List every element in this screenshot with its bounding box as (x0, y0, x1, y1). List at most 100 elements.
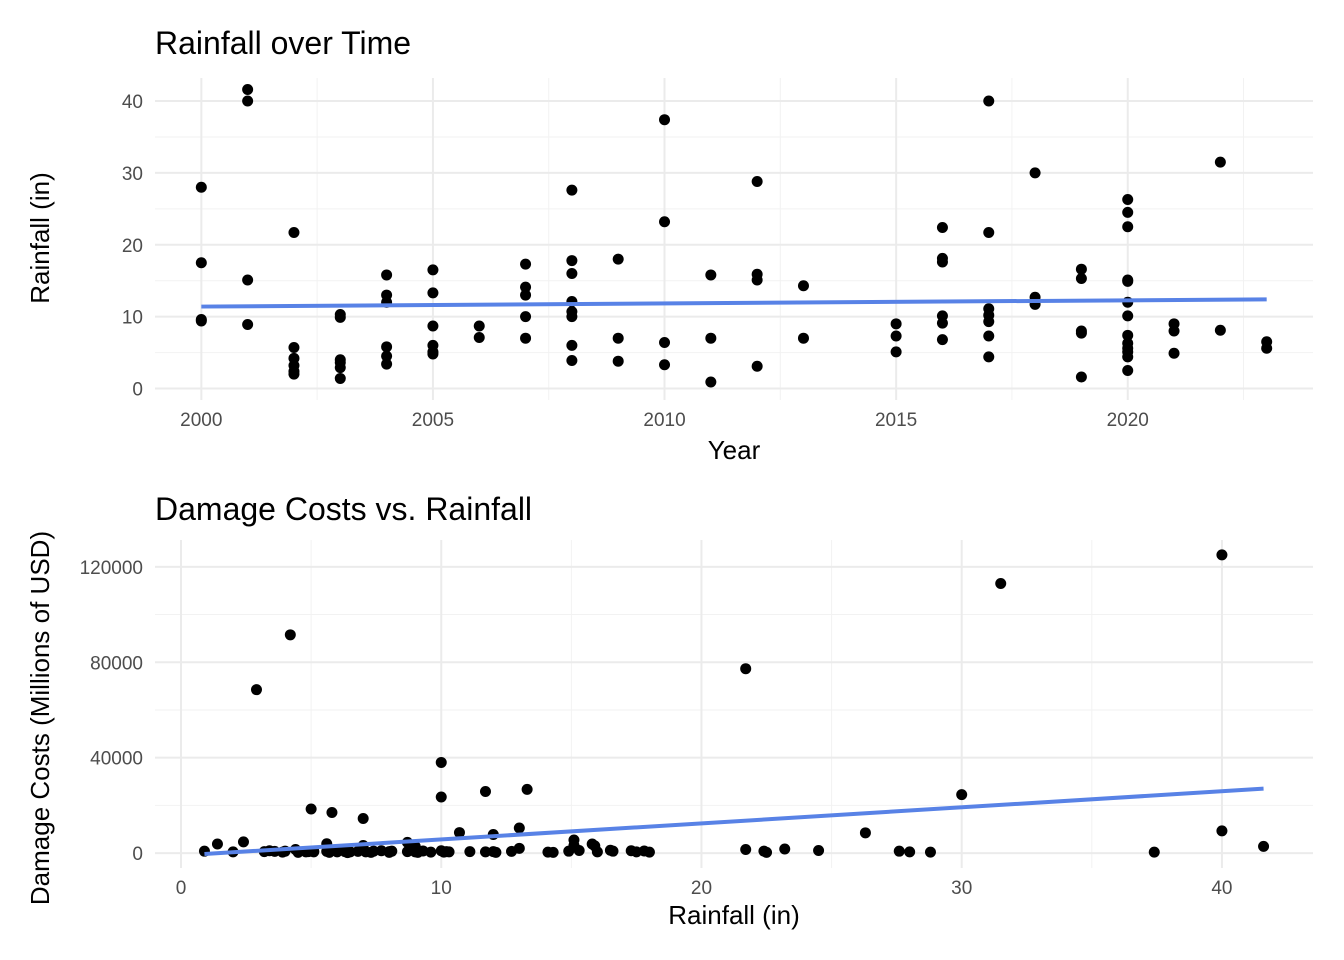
data-point (612, 253, 624, 265)
data-point (1258, 840, 1270, 852)
x-tick-label: 2005 (412, 410, 454, 431)
x-axis-label: Year (708, 435, 761, 465)
data-point (566, 311, 578, 323)
data-point (427, 348, 439, 360)
data-point (195, 315, 207, 327)
data-point (386, 845, 398, 857)
data-point (740, 844, 752, 856)
data-point (288, 342, 300, 354)
data-point (573, 844, 585, 856)
x-tick-label: 20 (691, 878, 712, 899)
data-point (612, 355, 624, 367)
x-tick-label: 2010 (643, 410, 685, 431)
data-point (751, 274, 763, 286)
rainfall-over-time-panel: Rainfall over Time 2000 2005 2010 2015 2020 … (25, 25, 1313, 465)
data-point (859, 827, 871, 839)
data-point (1075, 327, 1087, 339)
y-tick-label: 0 (132, 380, 143, 401)
data-point (344, 846, 356, 858)
data-point (566, 354, 578, 366)
data-point (890, 346, 902, 358)
data-point (453, 827, 465, 839)
data-point (242, 84, 254, 95)
data-point (520, 311, 532, 323)
y-tick-label: 80000 (90, 653, 143, 674)
data-point (956, 789, 968, 801)
data-point (751, 360, 763, 372)
data-point (479, 786, 491, 798)
data-point (334, 372, 346, 384)
data-point (547, 846, 559, 858)
data-point (1122, 206, 1134, 218)
data-point (643, 846, 655, 858)
data-point (779, 843, 791, 855)
data-point (936, 317, 948, 329)
data-point (983, 316, 995, 328)
data-point (1122, 310, 1134, 322)
data-point (1075, 263, 1087, 275)
data-point (890, 318, 902, 330)
trend-line (201, 297, 1267, 309)
data-point (381, 358, 393, 370)
data-point (237, 836, 249, 848)
data-point (566, 255, 578, 267)
data-point (427, 320, 439, 332)
data-point (1122, 221, 1134, 233)
data-point (288, 368, 300, 380)
data-point (381, 350, 393, 362)
data-point (566, 339, 578, 351)
x-tick-label: 10 (431, 878, 452, 899)
data-point (425, 846, 437, 858)
data-point (473, 320, 485, 332)
data-point (242, 319, 254, 331)
data-point (659, 114, 671, 126)
x-tick-label: 30 (951, 878, 972, 899)
data-point (1122, 365, 1134, 377)
data-point (797, 280, 809, 292)
data-point (521, 783, 533, 795)
data-point (195, 181, 207, 193)
data-point (761, 846, 773, 858)
data-point (427, 264, 439, 276)
data-point (284, 629, 296, 641)
data-point (1075, 371, 1087, 383)
data-point (612, 332, 624, 344)
data-point (242, 95, 254, 107)
data-point (1122, 275, 1134, 287)
data-point (659, 337, 671, 348)
x-tick-label: 0 (176, 878, 187, 899)
data-point (331, 845, 343, 857)
chart-title: Rainfall over Time (155, 25, 411, 61)
data-point (490, 846, 502, 858)
data-point (566, 184, 578, 196)
data-point (520, 258, 532, 270)
data-point (568, 834, 580, 846)
x-tick-label: 40 (1211, 878, 1232, 899)
x-tick-labels: 0 10 20 30 40 (176, 878, 1233, 899)
data-point (435, 791, 447, 803)
x-tick-labels: 2000 2005 2010 2015 2020 (180, 410, 1149, 431)
data-point (1148, 846, 1160, 858)
y-tick-label: 10 (122, 308, 143, 329)
data-point (1261, 342, 1273, 354)
damage-costs-vs-rainfall-panel: Damage Costs vs. Rainfall 0 10 20 30 40 0 400… (25, 491, 1313, 930)
data-point (936, 334, 948, 346)
data-point (1214, 324, 1226, 336)
x-tick-label: 2015 (875, 410, 917, 431)
data-point (520, 281, 532, 293)
data-point (1216, 825, 1228, 837)
data-point (305, 803, 317, 815)
data-point (513, 822, 525, 834)
data-point (1214, 156, 1226, 168)
data-point (381, 269, 393, 281)
data-point (443, 846, 455, 858)
data-point (659, 359, 671, 371)
data-point (705, 269, 717, 281)
data-point (288, 227, 300, 239)
x-tick-label: 2000 (180, 410, 222, 431)
data-point (1216, 549, 1228, 561)
data-point (890, 330, 902, 342)
data-point (464, 846, 476, 858)
